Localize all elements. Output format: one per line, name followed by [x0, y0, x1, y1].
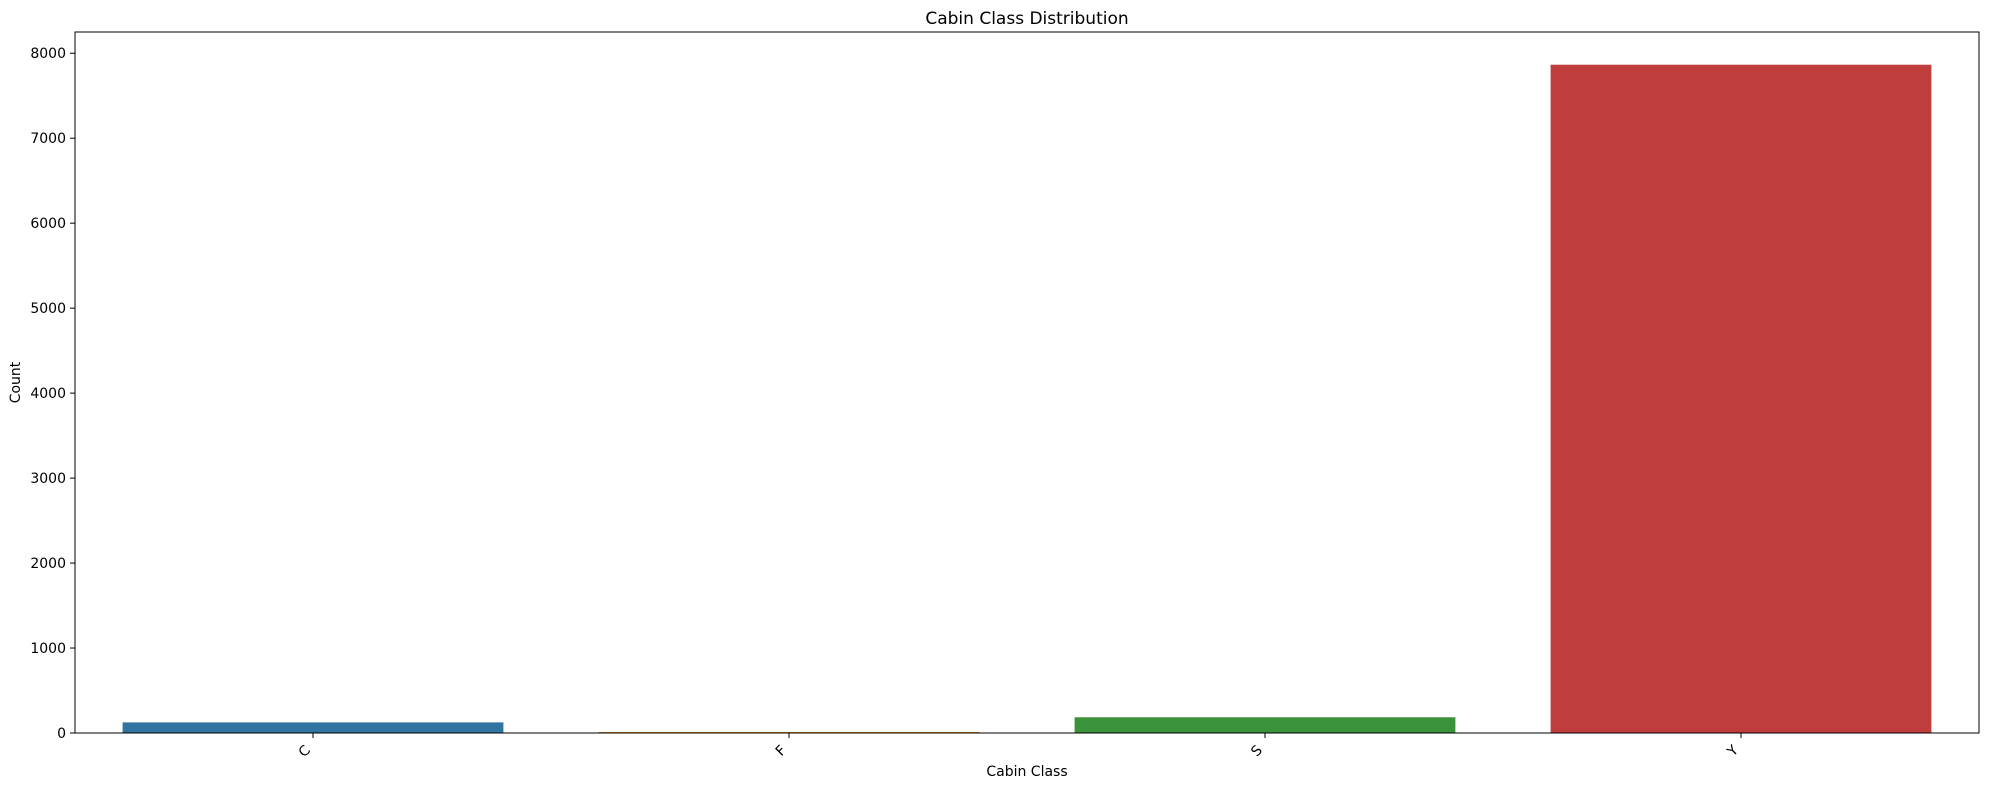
- y-tick-label: 1000: [30, 641, 66, 657]
- chart-title: Cabin Class Distribution: [925, 9, 1128, 29]
- y-tick-label: 6000: [30, 216, 66, 232]
- y-axis-ticks: 0 1000 2000 3000 4000 5000 6000 7000 8000: [30, 46, 75, 742]
- y-tick-label: 8000: [30, 46, 66, 62]
- y-tick-label: 7000: [30, 131, 66, 147]
- y-tick-label: 0: [57, 726, 66, 742]
- plot-frame: [74, 31, 1980, 734]
- bar-s: [1074, 717, 1456, 733]
- bar-y: [1550, 64, 1932, 734]
- x-tick-label: F: [773, 743, 790, 760]
- x-tick-label: C: [296, 742, 314, 760]
- bar-f: [598, 731, 980, 733]
- bar-c: [122, 722, 504, 733]
- bars: [122, 64, 1932, 734]
- x-axis-title: Cabin Class: [986, 764, 1067, 780]
- y-tick-label: 5000: [30, 301, 66, 317]
- y-tick-label: 4000: [30, 386, 66, 402]
- y-tick-label: 3000: [30, 471, 66, 487]
- x-tick-label: Y: [1724, 742, 1742, 760]
- x-tick-label: S: [1248, 742, 1266, 760]
- y-tick-label: 2000: [30, 556, 66, 572]
- y-axis-title: Count: [8, 361, 24, 403]
